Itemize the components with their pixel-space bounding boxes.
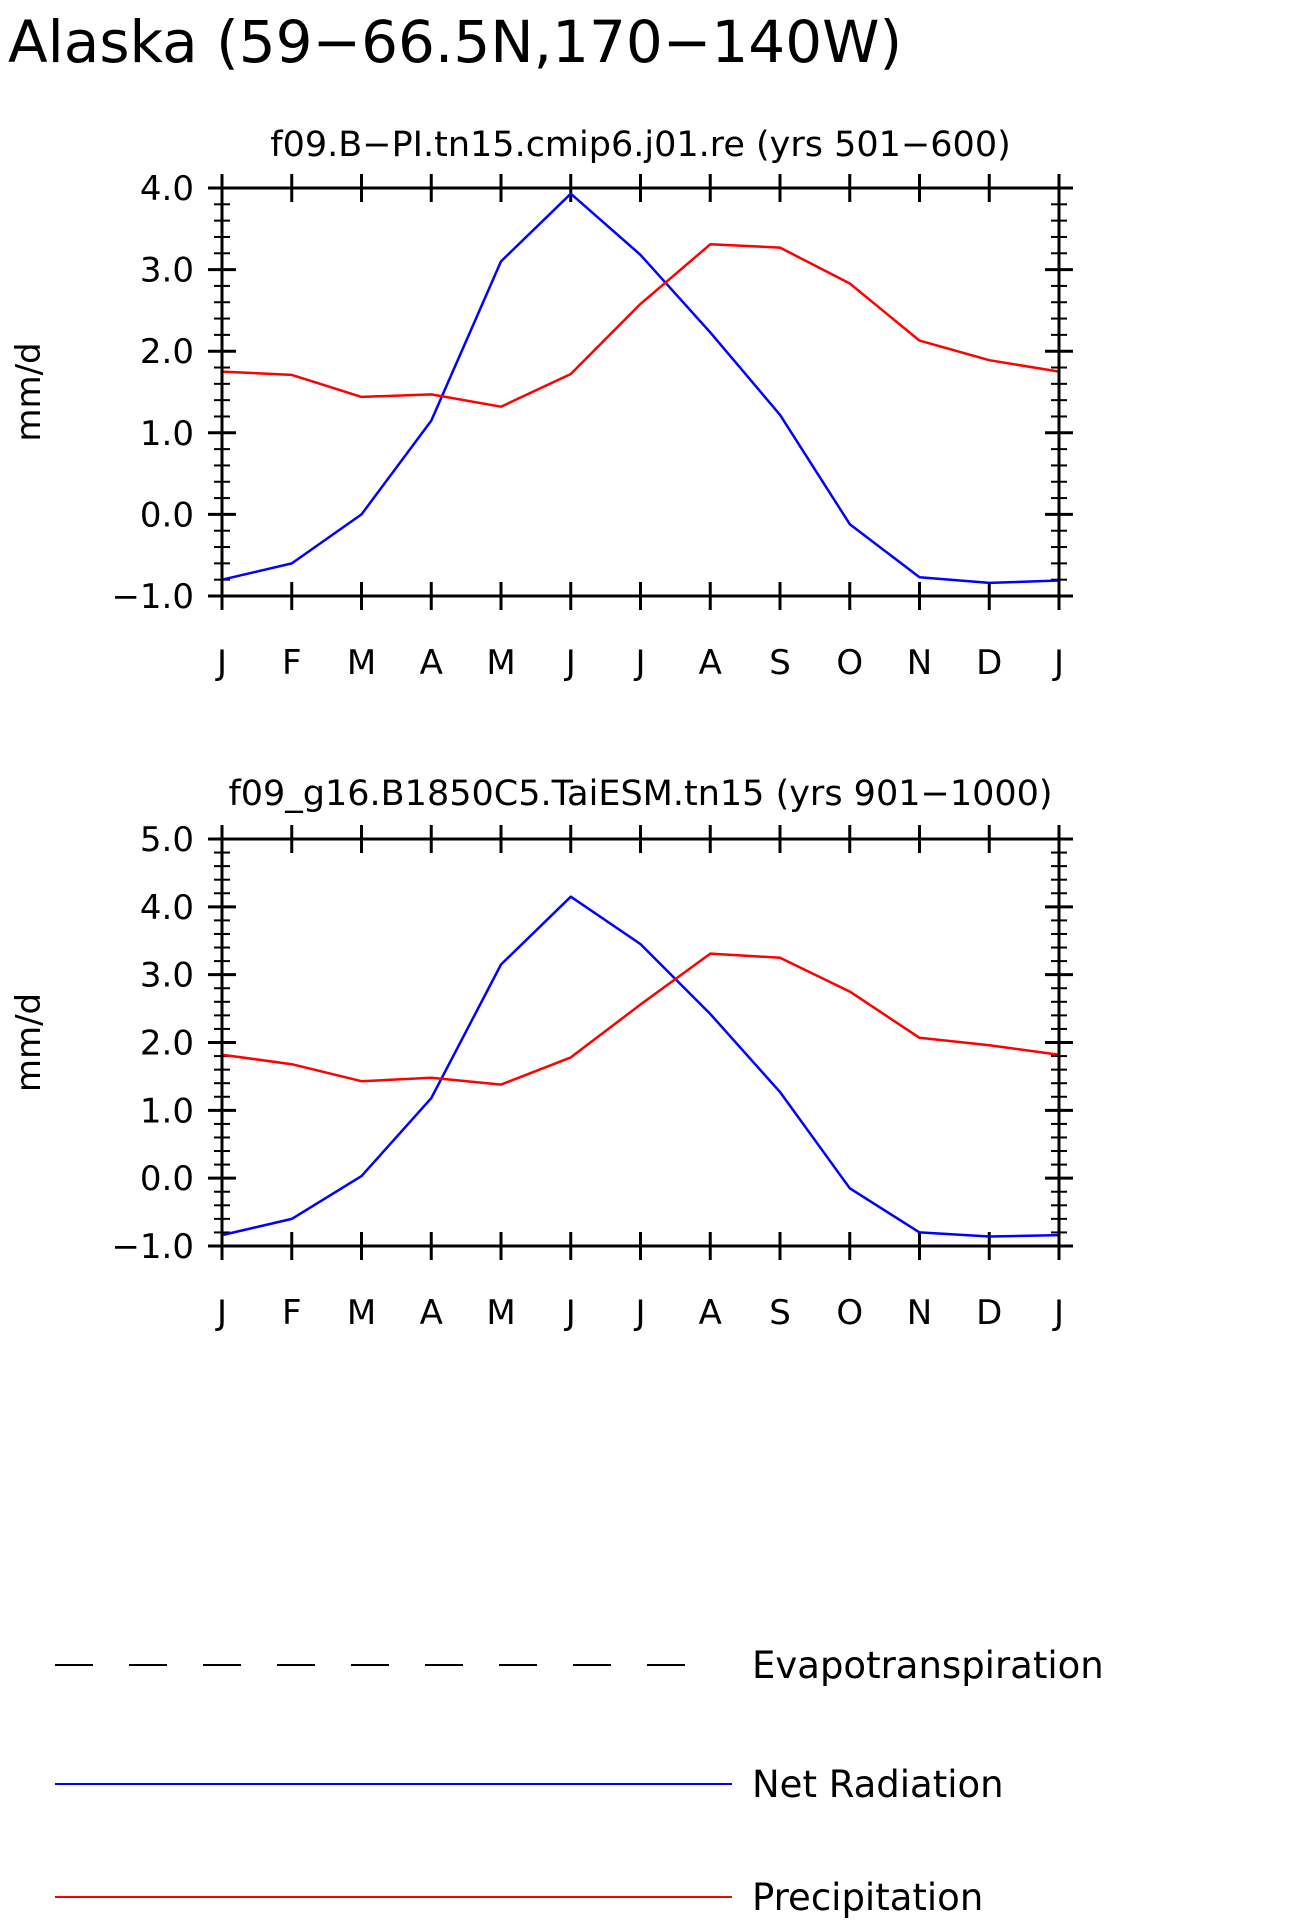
legend-item-precipitation: Precipitation <box>55 1876 983 1919</box>
x-tick-label: N <box>907 1293 932 1333</box>
legend-label-evapotranspiration: Evapotranspiration <box>752 1644 1104 1687</box>
y-axis-label: mm/d <box>9 993 49 1092</box>
x-tick-label: J <box>633 1293 645 1333</box>
panel-title: f09_g16.B1850C5.TaiESM.tn15 (yrs 901−100… <box>228 774 1052 814</box>
y-tick-label: 3.0 <box>140 251 194 291</box>
y-tick-label: 4.0 <box>140 169 194 209</box>
x-tick-label: F <box>282 1293 302 1333</box>
x-tick-label: J <box>564 1293 576 1333</box>
x-tick-label: F <box>282 643 302 683</box>
x-tick-label: O <box>836 1293 863 1333</box>
x-tick-label: A <box>420 643 443 683</box>
y-tick-label: 1.0 <box>140 1091 194 1131</box>
x-tick-label: J <box>564 643 576 683</box>
x-tick-label: D <box>976 643 1002 683</box>
x-tick-label: A <box>699 643 722 683</box>
panel-bottom: f09_g16.B1850C5.TaiESM.tn15 (yrs 901−100… <box>9 774 1073 1333</box>
x-tick-label: M <box>347 643 376 683</box>
y-tick-label: 0.0 <box>140 1159 194 1199</box>
panel-top: f09.B−PI.tn15.cmip6.j01.re (yrs 501−600)… <box>9 125 1073 683</box>
x-tick-label: A <box>420 1293 443 1333</box>
x-tick-label: N <box>907 643 932 683</box>
x-tick-label: O <box>836 643 863 683</box>
y-tick-label: 4.0 <box>140 888 194 928</box>
legend-label-precipitation: Precipitation <box>752 1876 983 1919</box>
x-tick-label: J <box>633 643 645 683</box>
x-tick-label: D <box>976 1293 1002 1333</box>
series-line-precipitation <box>221 952 1060 1086</box>
y-tick-label: 5.0 <box>140 820 194 860</box>
y-tick-label: 2.0 <box>140 332 194 372</box>
series-line-net-radiation <box>221 192 1060 585</box>
x-tick-label: J <box>215 1293 227 1333</box>
legend: Evapotranspiration Net Radiation Precipi… <box>55 1644 1104 1919</box>
x-tick-label: S <box>769 643 791 683</box>
y-tick-label: −1.0 <box>111 577 194 617</box>
legend-item-evapotranspiration: Evapotranspiration <box>55 1644 1104 1687</box>
x-tick-label: M <box>486 1293 515 1333</box>
plot-frame <box>220 837 1061 1248</box>
series-line-net-radiation <box>221 895 1060 1238</box>
x-tick-label: S <box>769 1293 791 1333</box>
x-tick-label: A <box>699 1293 722 1333</box>
series-line-precipitation <box>221 243 1060 408</box>
y-tick-label: −1.0 <box>111 1227 194 1267</box>
x-tick-label: J <box>1052 1293 1064 1333</box>
page-title: Alaska (59−66.5N,170−140W) <box>8 8 902 76</box>
x-tick-label: J <box>1052 643 1064 683</box>
y-tick-label: 1.0 <box>140 414 194 454</box>
y-tick-label: 2.0 <box>140 1024 194 1064</box>
x-tick-label: M <box>347 1293 376 1333</box>
legend-label-net-radiation: Net Radiation <box>752 1763 1004 1806</box>
y-tick-label: 0.0 <box>140 495 194 535</box>
y-tick-label: 3.0 <box>140 956 194 996</box>
legend-item-net-radiation: Net Radiation <box>55 1763 1004 1806</box>
y-axis-label: mm/d <box>9 342 49 441</box>
x-tick-label: M <box>486 643 515 683</box>
panel-title: f09.B−PI.tn15.cmip6.j01.re (yrs 501−600) <box>270 125 1011 165</box>
x-tick-label: J <box>215 643 227 683</box>
plot-frame <box>220 186 1061 598</box>
